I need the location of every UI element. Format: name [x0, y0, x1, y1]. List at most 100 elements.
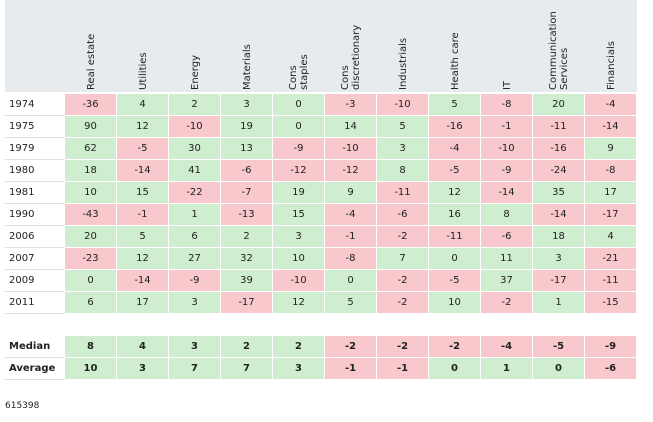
row-label: 1975 — [5, 116, 65, 138]
column-header-text: Health care — [450, 2, 461, 90]
value-cell: 5 — [325, 292, 377, 314]
value-cell: 7 — [169, 358, 221, 380]
column-header-line: Financials — [605, 41, 617, 90]
value-cell: 0 — [65, 270, 117, 292]
value-cell: 30 — [169, 138, 221, 160]
value-cell: 62 — [65, 138, 117, 160]
value-cell: -14 — [117, 160, 169, 182]
value-cell: 2 — [221, 336, 273, 358]
value-cell: 15 — [117, 182, 169, 204]
column-header: Financials — [585, 2, 637, 90]
value-cell: -6 — [585, 358, 637, 380]
value-cell: -36 — [65, 94, 117, 116]
value-cell: -5 — [429, 270, 481, 292]
value-cell: -15 — [585, 292, 637, 314]
value-cell: -1 — [481, 116, 533, 138]
value-cell: -4 — [429, 138, 481, 160]
value-cell: -4 — [481, 336, 533, 358]
value-cell: -2 — [481, 292, 533, 314]
value-cell: 6 — [169, 226, 221, 248]
value-cell: 0 — [429, 358, 481, 380]
value-cell: -17 — [221, 292, 273, 314]
value-cell: -2 — [377, 226, 429, 248]
value-cell: 10 — [65, 358, 117, 380]
value-cell: -11 — [377, 182, 429, 204]
value-cell: -43 — [65, 204, 117, 226]
value-cell: 14 — [325, 116, 377, 138]
column-header-text: Cons discretionary — [340, 2, 362, 90]
value-cell: 3 — [221, 94, 273, 116]
value-cell: -12 — [273, 160, 325, 182]
value-cell: -9 — [273, 138, 325, 160]
value-cell: 2 — [169, 94, 221, 116]
row-label: 1974 — [5, 94, 65, 116]
value-cell: 20 — [533, 94, 585, 116]
value-cell: -16 — [429, 116, 481, 138]
value-cell: -5 — [429, 160, 481, 182]
value-cell: -14 — [533, 204, 585, 226]
column-header: Real estate — [65, 2, 117, 90]
column-header: Industrials — [377, 2, 429, 90]
value-cell: 0 — [533, 358, 585, 380]
value-cell: -10 — [377, 94, 429, 116]
column-header-line: Industrials — [397, 37, 409, 90]
value-cell: -2 — [377, 270, 429, 292]
column-header-line: Health care — [449, 32, 461, 90]
value-cell: -10 — [169, 116, 221, 138]
row-label: 1980 — [5, 160, 65, 182]
row-label: 1990 — [5, 204, 65, 226]
value-cell: -9 — [169, 270, 221, 292]
value-cell: -10 — [273, 270, 325, 292]
value-cell: 17 — [585, 182, 637, 204]
column-header: Cons staples — [273, 2, 325, 90]
value-cell: 37 — [481, 270, 533, 292]
header-background — [5, 0, 637, 92]
column-header-line: IT — [501, 80, 513, 90]
value-cell: 10 — [65, 182, 117, 204]
value-cell: -1 — [377, 358, 429, 380]
value-cell: -11 — [585, 270, 637, 292]
value-cell: 17 — [117, 292, 169, 314]
column-header-text: Cons staples — [288, 2, 310, 90]
value-cell: 8 — [377, 160, 429, 182]
value-cell: -3 — [325, 94, 377, 116]
value-cell: 12 — [429, 182, 481, 204]
value-cell: 3 — [377, 138, 429, 160]
value-cell: -10 — [325, 138, 377, 160]
value-cell: -1 — [117, 204, 169, 226]
value-cell: 0 — [429, 248, 481, 270]
column-header-line: staples — [299, 54, 310, 90]
value-cell: -11 — [533, 116, 585, 138]
value-cell: -4 — [585, 94, 637, 116]
value-cell: -1 — [325, 226, 377, 248]
value-cell: 4 — [117, 94, 169, 116]
value-cell: 3 — [169, 336, 221, 358]
value-cell: -8 — [585, 160, 637, 182]
footnote: 615398 — [5, 401, 40, 411]
value-cell: -21 — [585, 248, 637, 270]
value-cell: -2 — [325, 336, 377, 358]
column-header: Health care — [429, 2, 481, 90]
column-header-text: Financials — [606, 2, 617, 90]
value-cell: -7 — [221, 182, 273, 204]
value-cell: 7 — [377, 248, 429, 270]
value-cell: -14 — [481, 182, 533, 204]
value-cell: -17 — [585, 204, 637, 226]
value-cell: -22 — [169, 182, 221, 204]
value-cell: 5 — [429, 94, 481, 116]
column-header-line: Cons — [288, 65, 299, 90]
value-cell: 20 — [65, 226, 117, 248]
value-cell: 6 — [65, 292, 117, 314]
value-cell: -16 — [533, 138, 585, 160]
column-header: Utilities — [117, 2, 169, 90]
row-label: 1981 — [5, 182, 65, 204]
value-cell: 8 — [65, 336, 117, 358]
value-cell: 12 — [117, 248, 169, 270]
column-header: Energy — [169, 2, 221, 90]
value-cell: -12 — [325, 160, 377, 182]
column-header: Communication Services — [533, 2, 585, 90]
column-header-line: Real estate — [85, 33, 97, 90]
value-cell: -14 — [585, 116, 637, 138]
value-cell: 19 — [273, 182, 325, 204]
